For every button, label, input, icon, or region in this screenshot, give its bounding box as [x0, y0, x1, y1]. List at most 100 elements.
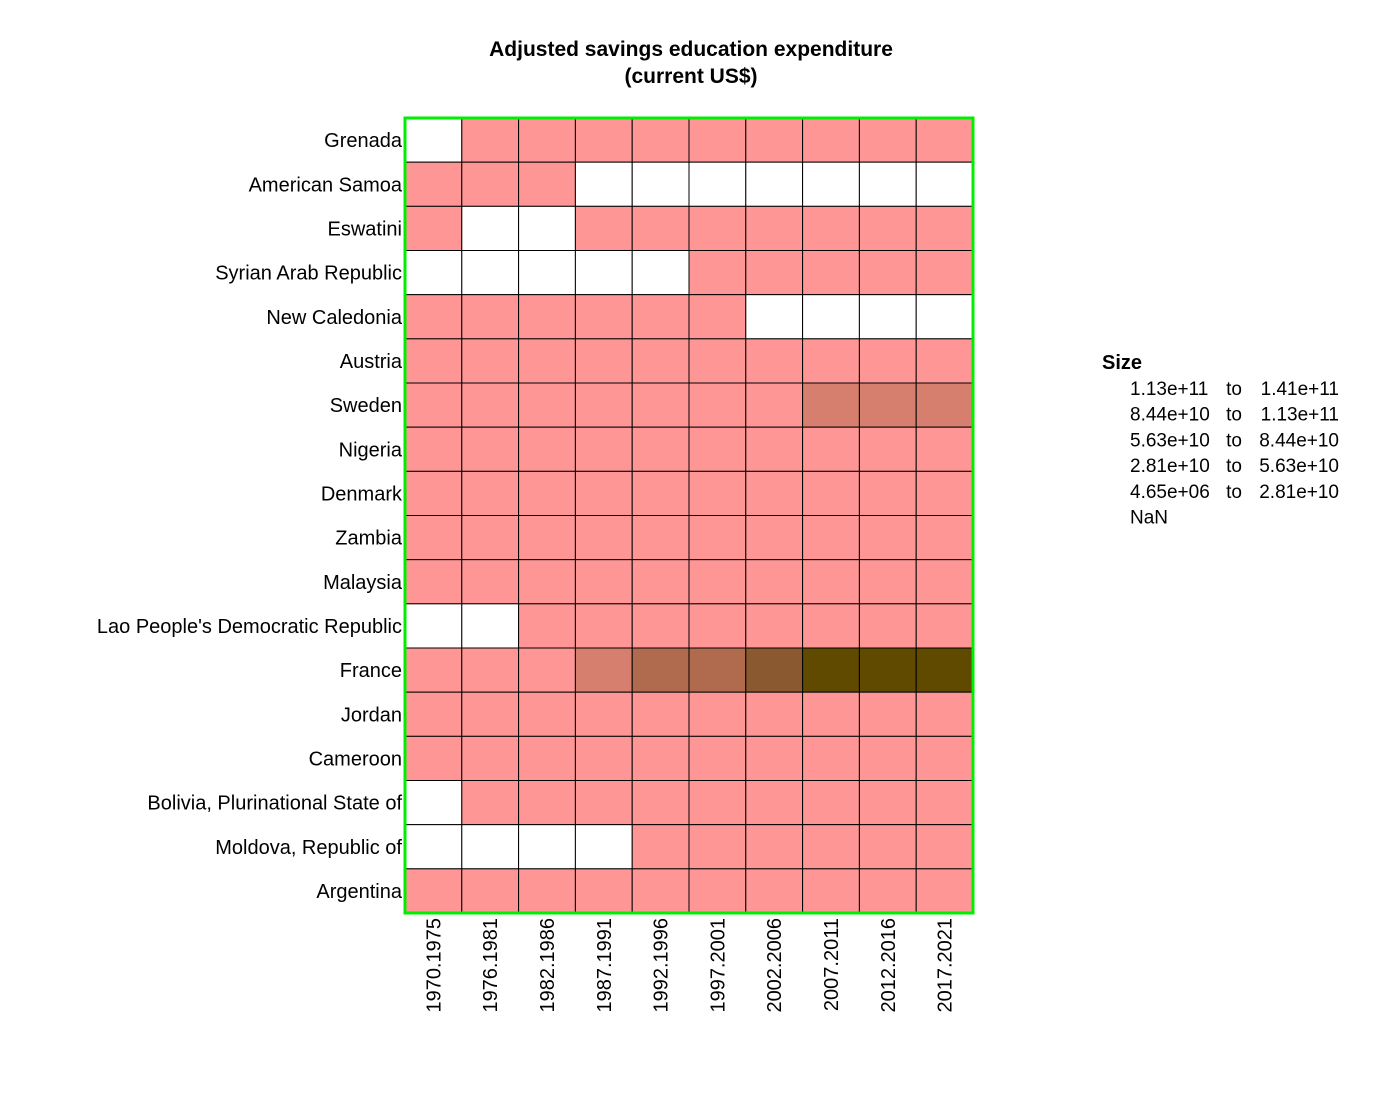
heatmap-cell [688, 603, 747, 649]
heatmap-cell [858, 382, 917, 428]
chart-title-line-1: Adjusted savings education expenditure [489, 38, 893, 61]
heatmap-cell [461, 647, 520, 693]
heatmap-cell [461, 250, 520, 296]
heatmap-cell [518, 294, 576, 340]
heatmap-cell [631, 117, 690, 163]
column-label: 1970.1975 [423, 918, 445, 1013]
heatmap-cell [802, 868, 860, 914]
heatmap-cell [404, 426, 463, 472]
heatmap-cell [461, 426, 520, 472]
heatmap-cell [915, 691, 974, 737]
row-label: Nigeria [339, 439, 403, 461]
legend-entry-label: NaN [1130, 508, 1168, 529]
heatmap-cell [631, 515, 690, 561]
heatmap-cell [802, 780, 860, 826]
heatmap-cell [631, 338, 690, 384]
row-label: Cameroon [309, 748, 402, 770]
heatmap-cell [631, 470, 690, 517]
heatmap-cell [518, 868, 576, 914]
row-label: Moldova, Republic of [215, 837, 402, 859]
heatmap-cell [518, 250, 576, 296]
heatmap-cell [518, 161, 576, 207]
heatmap-cell [745, 603, 804, 649]
heatmap-cell [915, 515, 974, 561]
heatmap-cell [802, 161, 860, 207]
heatmap-cell [461, 470, 520, 517]
heatmap-cell [858, 161, 917, 207]
heatmap-cell [574, 515, 633, 561]
heatmap-cell [631, 868, 690, 914]
row-label: Bolivia, Plurinational State of [147, 793, 402, 815]
heatmap-cell [404, 780, 463, 826]
row-label: Denmark [321, 483, 403, 505]
column-label: 1987.1991 [594, 918, 616, 1013]
heatmap-cell [518, 470, 576, 517]
heatmap-cell [574, 294, 633, 340]
legend-entry-to: 1.13e+11 [1261, 405, 1339, 426]
heatmap-cell [688, 868, 747, 914]
heatmap-cell [688, 117, 747, 163]
heatmap-cell [745, 470, 804, 517]
heatmap-cell [858, 735, 917, 781]
heatmap-cell [518, 691, 576, 737]
heatmap-cell [915, 426, 974, 472]
heatmap-cell [461, 382, 520, 428]
heatmap-cell [802, 603, 860, 649]
heatmap-cell [574, 161, 633, 207]
heatmap-cell [915, 205, 974, 251]
row-label: American Samoa [249, 174, 403, 196]
heatmap-cell [745, 250, 804, 296]
legend-entry-to: 2.81e+10 [1259, 482, 1339, 503]
heatmap-cell [802, 426, 860, 472]
heatmap-cell [574, 117, 633, 163]
heatmap-cell [858, 868, 917, 914]
heatmap-cell [915, 780, 974, 826]
heatmap-cell [404, 647, 463, 693]
heatmap-cell [404, 205, 463, 251]
heatmap-cell [858, 647, 917, 693]
heatmap-cell [461, 603, 520, 649]
heatmap-cell [745, 515, 804, 561]
chart-title-line-2: (current US$) [624, 65, 757, 88]
heatmap-cell [574, 205, 633, 251]
heatmap-cell [404, 691, 463, 737]
heatmap-cell [802, 382, 860, 428]
heatmap-cell [688, 559, 747, 605]
heatmap-cell [802, 338, 860, 384]
row-label: New Caledonia [266, 307, 403, 329]
heatmap-cell [518, 117, 576, 163]
heatmap-cell [915, 294, 974, 340]
heatmap-cell [518, 824, 576, 870]
heatmap-cell [858, 780, 917, 826]
heatmap-cell [631, 647, 690, 693]
heatmap-cell [688, 205, 747, 251]
heatmap-cell [688, 250, 747, 296]
row-label: Jordan [341, 704, 402, 726]
heatmap-cell [802, 117, 860, 163]
heatmap-cell [631, 603, 690, 649]
heatmap-cell [915, 250, 974, 296]
heatmap-cell [404, 117, 463, 163]
heatmap-cell [745, 161, 804, 207]
heatmap-cell [631, 824, 690, 870]
heatmap-cell [461, 161, 520, 207]
heatmap-cell [745, 647, 804, 693]
heatmap-cell [688, 294, 747, 340]
heatmap-cell [858, 338, 917, 384]
heatmap-cell [802, 515, 860, 561]
heatmap-cell [915, 559, 974, 605]
heatmap-cell [745, 691, 804, 737]
heatmap-cell [461, 780, 520, 826]
heatmap-cell [631, 294, 690, 340]
row-label: Grenada [324, 130, 403, 152]
row-label: Malaysia [323, 572, 403, 594]
heatmap-cell [858, 117, 917, 163]
heatmap-cell [404, 250, 463, 296]
column-label: 1992.1996 [651, 918, 673, 1013]
heatmap-cell [745, 780, 804, 826]
heatmap-cell [461, 338, 520, 384]
legend-entry-from: 5.63e+10 [1130, 430, 1210, 451]
legend-entry-from: 1.13e+11 [1130, 379, 1208, 400]
